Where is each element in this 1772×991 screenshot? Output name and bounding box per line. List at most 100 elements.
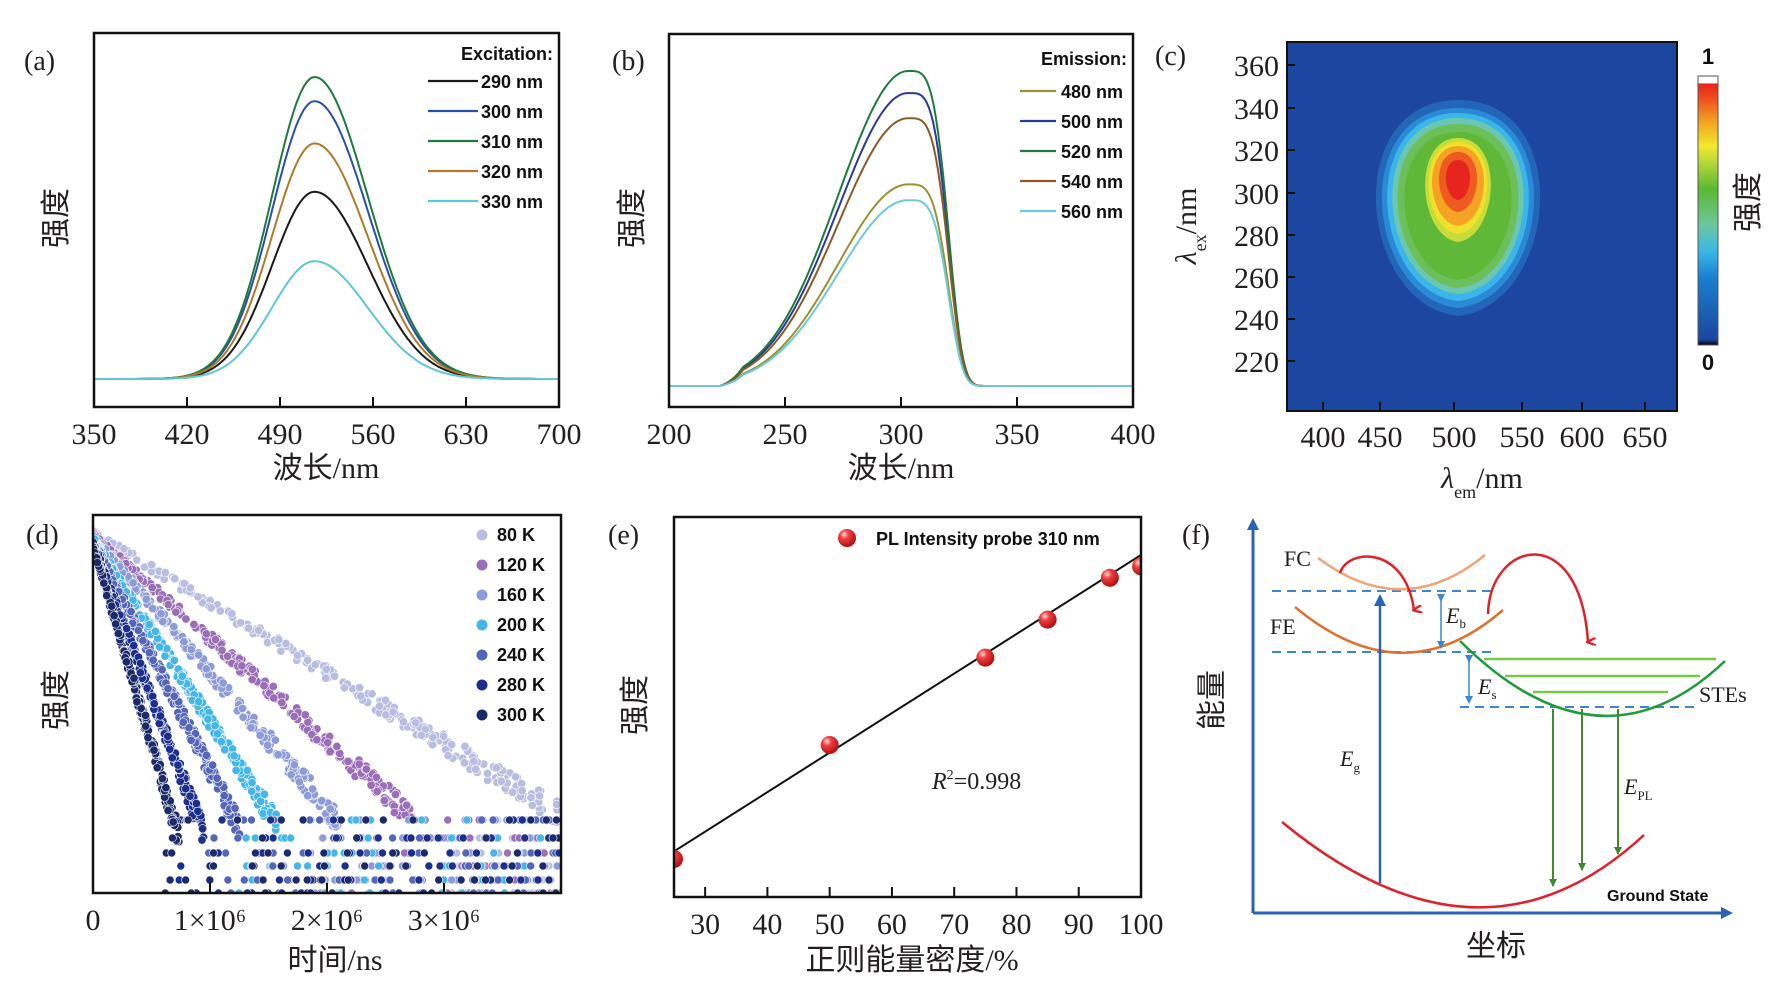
panel-d-point-80K <box>253 625 263 635</box>
panel-d-point-300K <box>248 861 257 871</box>
panel-d-point-80K <box>380 695 390 705</box>
panel-d-point-120K <box>223 651 233 661</box>
panel-d-point-160K <box>286 770 296 780</box>
panel-a-ylabel: 强度 <box>40 188 73 248</box>
panel-d-point-300K <box>183 815 193 825</box>
panel-d-point-300K <box>163 805 173 815</box>
panel-d-point-200K <box>359 875 369 885</box>
panel-e-data-point <box>1132 557 1141 576</box>
panel-e-x-tick-label: 40 <box>752 908 782 941</box>
panel-a-xlabel: 波长/nm <box>273 452 380 485</box>
panel-b-legend-title: Emission: <box>1041 49 1127 69</box>
panel-d-point-300K <box>165 875 175 885</box>
panel-d-point-280K <box>373 833 383 843</box>
panel-d-point-300K <box>209 861 218 871</box>
panel-d-point-200K <box>247 786 257 796</box>
panel-d-point-300K <box>473 861 482 871</box>
panel-e-fit-line <box>674 554 1141 853</box>
panel-d-legend-marker <box>476 649 488 661</box>
panel-d-point-240K <box>315 815 324 825</box>
panel-d-point-240K <box>488 815 498 825</box>
panel-c-heatmap <box>1287 42 1677 411</box>
panel-d-point-160K <box>318 833 328 843</box>
panel-c-frame <box>1286 41 1678 412</box>
panel-d-point-300K <box>276 861 286 871</box>
panel-d-point-280K <box>266 815 276 825</box>
panel-d-point-240K <box>157 665 167 675</box>
panel-d-point-300K <box>283 848 292 858</box>
panel-a-legend-label: 300 nm <box>481 102 543 122</box>
panel-d-point-120K <box>289 711 299 721</box>
panel-d-point-120K <box>217 645 227 655</box>
panel-d-point-280K <box>167 753 177 763</box>
panel-a-legend-title: Excitation: <box>461 44 553 64</box>
panel-d-point-300K <box>291 875 301 885</box>
panel-d-point-240K <box>233 833 243 843</box>
panel-d-point-240K <box>212 773 222 783</box>
panel-d-point-280K <box>520 833 530 843</box>
panel-d-point-80K <box>439 731 449 741</box>
panel-d-point-280K <box>149 699 159 709</box>
panel-d-point-120K <box>277 698 287 708</box>
panel-d-label: (d) <box>26 520 59 551</box>
panel-d-legend: 80 K 120 K 160 K 200 K 240 K 280 K 300 K <box>476 525 545 725</box>
panel-d-point-160K <box>270 735 280 745</box>
panel-d-point-160K <box>238 712 248 722</box>
panel-d-point-160K <box>298 766 308 776</box>
panel-d-point-300K <box>434 875 444 885</box>
colorbar-min-label: 0 <box>1702 350 1714 375</box>
panel-d-point-300K <box>111 619 121 629</box>
panel-d-point-280K <box>422 833 432 843</box>
panel-d-point-280K <box>447 861 457 871</box>
panel-d-point-280K <box>122 624 132 634</box>
panel-d-point-300K <box>352 833 362 843</box>
panel-b-ylabel: 强度 <box>616 188 649 248</box>
panel-d-point-200K <box>447 833 456 843</box>
panel-e-x-tick-label: 90 <box>1064 908 1094 941</box>
panel-e-x-tick-label: 100 <box>1119 908 1164 941</box>
coordinate-axis-label: 坐标 <box>1466 930 1526 963</box>
panel-a-frame <box>92 31 561 409</box>
ground-state-label: Ground State <box>1607 888 1708 905</box>
panel-d-point-300K <box>276 815 286 825</box>
panel-d-point-80K <box>483 768 493 778</box>
panel-d-point-200K <box>194 697 204 707</box>
panel-d-point-80K <box>276 646 286 656</box>
panel-d-point-160K <box>169 622 179 632</box>
panel-d-point-240K <box>186 735 196 745</box>
panel-e-data-point <box>1038 610 1057 629</box>
panel-b-label: (b) <box>612 46 645 77</box>
fe-curve <box>1294 606 1504 654</box>
colorbar <box>1697 75 1719 346</box>
eg-label: Eg <box>1339 746 1360 775</box>
panel-d-point-240K <box>477 815 487 825</box>
fc-curve <box>1317 554 1486 591</box>
panel-d-point-80K <box>244 623 254 633</box>
panel-b-legend-label: 480 nm <box>1061 82 1123 102</box>
panel-d-point-240K <box>415 833 424 843</box>
colorbar-max-label: 1 <box>1702 44 1714 69</box>
panel-d-point-300K <box>93 558 102 568</box>
panel-d-point-80K <box>147 560 157 570</box>
es-label: Es <box>1477 674 1497 702</box>
panel-e-data-point <box>674 850 683 868</box>
panel-d-point-300K <box>258 833 267 843</box>
panel-d-point-120K <box>259 681 269 691</box>
panel-b-legend: 480 nm 500 nm 520 nm 540 nm 560 nm <box>1020 82 1123 222</box>
panel-d-point-280K <box>407 848 416 858</box>
panel-d-point-160K <box>273 750 283 760</box>
panel-d-point-240K <box>138 636 148 646</box>
panel-e-linear-fit: (e) 30 40 50 60 70 80 90 100 PL Intensity probe… <box>608 515 1164 977</box>
panel-d-point-80K <box>535 791 545 801</box>
panel-d-point-300K <box>143 733 153 743</box>
panel-d-point-200K <box>216 737 226 747</box>
panel-d-point-280K <box>445 848 455 858</box>
stes-label: STEs <box>1699 682 1747 707</box>
panel-a-x-tick-label: 700 <box>537 418 582 451</box>
panel-d-point-160K <box>308 784 318 794</box>
panel-d-x-tick-label: 2×10⁶ <box>291 904 363 937</box>
panel-d-legend-marker <box>476 619 488 631</box>
panel-d-point-120K <box>163 600 173 610</box>
panel-d-point-300K <box>419 848 429 858</box>
panel-d-point-280K <box>275 875 284 885</box>
